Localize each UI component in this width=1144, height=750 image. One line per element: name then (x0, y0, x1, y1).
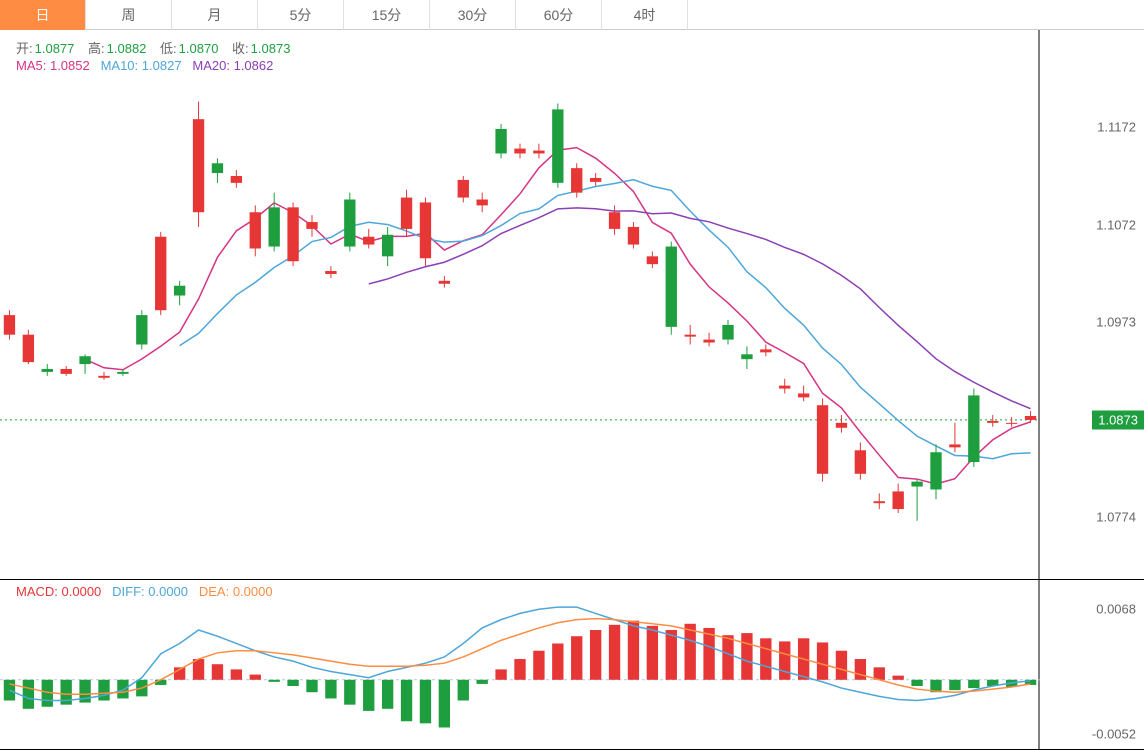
tab-5分[interactable]: 5分 (258, 0, 344, 30)
tab-月[interactable]: 月 (172, 0, 258, 30)
tab-4时[interactable]: 4时 (602, 0, 688, 30)
price-tick: 1.1172 (1097, 120, 1136, 135)
price-tick: 1.0774 (1096, 509, 1136, 524)
macd-svg (0, 580, 1040, 750)
macd-tick: 0.0068 (1096, 602, 1136, 617)
tab-日[interactable]: 日 (0, 0, 86, 30)
tab-60分[interactable]: 60分 (516, 0, 602, 30)
current-price-tag: 1.0873 (1092, 410, 1144, 429)
macd-tick: -0.0052 (1092, 726, 1136, 741)
price-tick: 1.0973 (1096, 314, 1136, 329)
tab-15分[interactable]: 15分 (344, 0, 430, 30)
candlestick-svg (0, 30, 1040, 580)
macd-panel[interactable]: MACD: 0.0000 DIFF: 0.0000 DEA: 0.0000 0.… (0, 580, 1144, 750)
tab-周[interactable]: 周 (86, 0, 172, 30)
tab-30分[interactable]: 30分 (430, 0, 516, 30)
price-chart[interactable]: 开:1.0877 高:1.0882 低:1.0870 收:1.0873 MA5:… (0, 30, 1144, 580)
timeframe-tabs: 日周月5分15分30分60分4时 (0, 0, 1144, 30)
price-tick: 1.1072 (1096, 217, 1136, 232)
